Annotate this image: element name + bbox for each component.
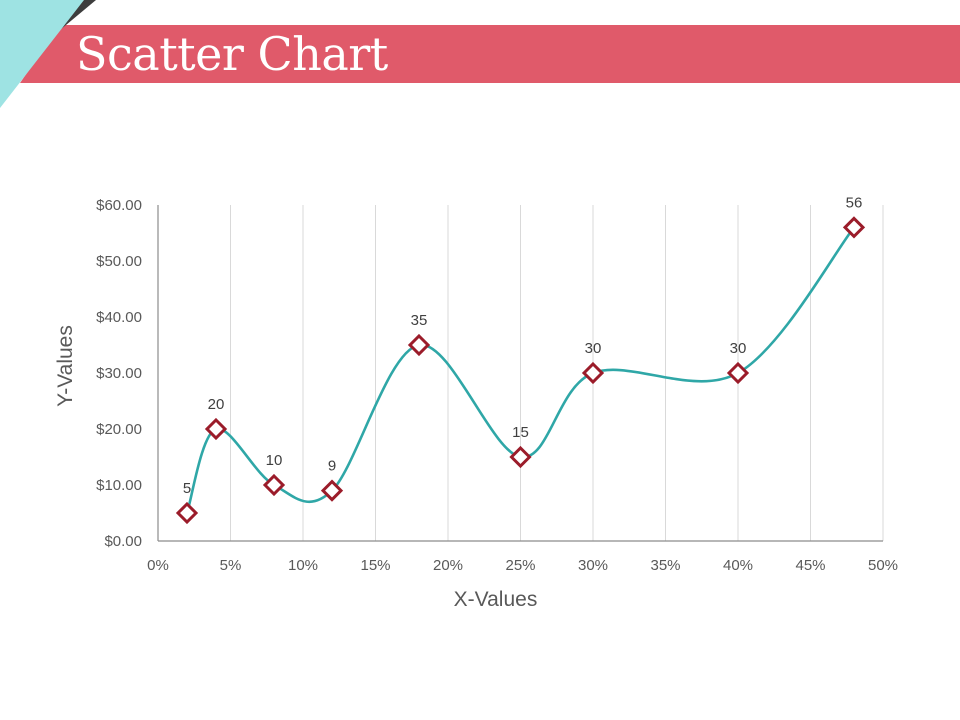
data-point-marker (204, 417, 228, 441)
x-tick-label: 15% (360, 557, 390, 574)
data-point-marker (407, 333, 431, 357)
x-tick-label: 40% (723, 557, 753, 574)
data-point-marker (175, 501, 199, 525)
y-tick-label: $60.00 (96, 197, 142, 214)
y-tick-label: $40.00 (96, 309, 142, 326)
slide-title: Scatter Chart (76, 27, 388, 81)
x-tick-label: 35% (650, 557, 680, 574)
data-point-marker (509, 445, 532, 469)
x-tick-label: 45% (795, 557, 825, 574)
y-axis-title: Y-Values (54, 325, 77, 407)
data-point-marker (842, 216, 866, 239)
data-point-marker (726, 361, 750, 385)
x-tick-label: 50% (868, 557, 898, 574)
y-tick-label: $10.00 (96, 477, 142, 494)
data-label: 35 (411, 312, 428, 329)
data-point-marker (581, 361, 605, 385)
y-tick-label: $30.00 (96, 365, 142, 382)
x-axis-title: X-Values (454, 588, 538, 611)
data-point-marker (262, 473, 286, 497)
y-tick-label: $0.00 (104, 533, 142, 550)
y-tick-label: $50.00 (96, 253, 142, 270)
series-line (185, 226, 856, 514)
data-label: 30 (585, 340, 602, 357)
title-band-shape (20, 25, 960, 83)
data-label: 20 (208, 396, 225, 413)
data-label: 15 (512, 424, 529, 441)
x-tick-label: 30% (578, 557, 608, 574)
x-tick-label: 10% (288, 557, 318, 574)
x-tick-label: 0% (147, 557, 169, 574)
x-tick-label: 25% (505, 557, 535, 574)
data-label: 56 (846, 194, 863, 211)
y-tick-label: $20.00 (96, 421, 142, 438)
data-label: 9 (328, 458, 336, 475)
accent-triangle-light (0, 0, 84, 108)
data-label: 10 (266, 452, 283, 469)
data-point-marker (320, 479, 344, 502)
x-tick-label: 20% (433, 557, 463, 574)
title-band (0, 0, 960, 108)
x-tick-label: 5% (220, 557, 242, 574)
data-label: 5 (183, 480, 191, 497)
data-label: 30 (730, 340, 747, 357)
